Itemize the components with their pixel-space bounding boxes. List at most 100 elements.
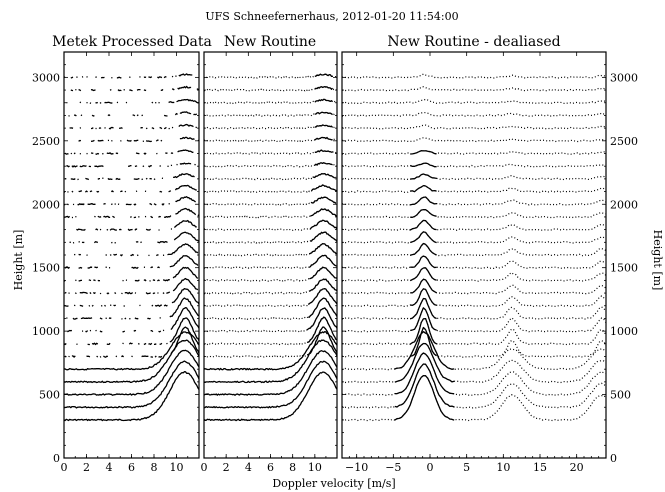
spectrum-line xyxy=(173,173,195,179)
spectrum-peak-line xyxy=(314,124,334,128)
spectrum-line xyxy=(95,228,99,231)
spectrum-line xyxy=(116,76,122,79)
spectrum-line xyxy=(134,279,140,282)
spectrum-line xyxy=(107,114,111,117)
spectrum-line xyxy=(99,317,103,320)
spectrum-peak-line xyxy=(410,288,437,306)
spectrum-line xyxy=(118,127,123,130)
spectrum-line xyxy=(171,88,175,91)
spectrum-line xyxy=(100,76,105,79)
spectrum-peak-line xyxy=(394,352,455,395)
spectrum-line xyxy=(131,355,133,358)
spectrum-line xyxy=(134,228,138,231)
y-tick-label: 0 xyxy=(610,452,617,465)
spectrum-peak-line xyxy=(410,173,437,180)
x-tick-label: 4 xyxy=(106,461,113,474)
spectrum-line xyxy=(203,297,338,320)
panel-1-title: Metek Processed Data xyxy=(52,34,212,50)
spectrum-line xyxy=(133,203,137,206)
spectrum-line xyxy=(87,266,93,269)
spectrum-line xyxy=(99,101,102,104)
spectrum-line xyxy=(136,254,139,257)
spectrum-line xyxy=(110,190,114,193)
spectrum-line xyxy=(66,165,70,168)
spectrum-line xyxy=(163,304,168,307)
spectrum-peak-line xyxy=(409,267,437,282)
spectrum-line xyxy=(112,215,115,219)
spectrum-line xyxy=(203,371,338,422)
spectrum-line xyxy=(203,242,338,257)
spectrum-peak-line xyxy=(314,136,333,141)
spectrum-line xyxy=(342,111,607,117)
y-tick-label: 3000 xyxy=(610,71,638,84)
spectrum-line xyxy=(170,307,200,331)
spectrum-line xyxy=(132,114,136,117)
spectrum-line xyxy=(87,203,96,206)
spectrum-line xyxy=(70,76,74,79)
spectrum-line xyxy=(97,139,104,142)
spectrum-line xyxy=(145,127,148,130)
spectrum-peak-line xyxy=(410,150,437,155)
spectrum-line xyxy=(78,266,83,269)
spectrum-peak-line xyxy=(309,254,338,268)
spectrum-peak-line xyxy=(310,184,337,192)
spectrum-line xyxy=(63,360,200,409)
spectrum-line xyxy=(341,173,607,181)
spectrum-line xyxy=(97,215,102,218)
spectrum-line xyxy=(175,207,197,216)
spectrum-line xyxy=(63,343,67,346)
spectrum-line xyxy=(170,326,200,355)
spectrum-line xyxy=(91,114,95,117)
spectrum-line xyxy=(203,208,338,219)
spectrum-line xyxy=(115,355,118,358)
panel-dealiased: −10 −5 0 5 10 15 20 0 500 1000 1500 2000 2500 3000 xyxy=(341,51,638,474)
spectrum-line xyxy=(76,228,86,231)
spectrum-line xyxy=(93,279,96,282)
spectrum-line xyxy=(151,127,155,130)
spectrum-line xyxy=(63,304,69,307)
spectrum-line xyxy=(126,139,132,142)
y-tick-label: 2500 xyxy=(32,135,60,148)
y-axis-label-right: Height [m] xyxy=(651,230,664,291)
spectrum-line xyxy=(341,363,607,409)
spectrum-line xyxy=(89,291,92,295)
spectrum-line xyxy=(145,140,152,143)
spectrum-line xyxy=(341,317,607,346)
y-tick-label: 500 xyxy=(39,389,60,402)
spectrum-peak-line xyxy=(410,297,437,320)
spectrum-line xyxy=(137,216,140,218)
spectrum-peak-line xyxy=(309,242,338,255)
spectrum-line xyxy=(341,73,607,79)
spectrum-line xyxy=(155,139,159,142)
spectrum-line xyxy=(73,152,76,155)
spectrum-line xyxy=(148,342,153,346)
spectrum-line xyxy=(131,266,139,269)
spectrum-line xyxy=(174,112,178,116)
spectrum-line xyxy=(157,266,160,269)
spectrum-line xyxy=(124,291,134,295)
spectrum-line xyxy=(168,101,175,104)
spectrum-line xyxy=(141,114,144,117)
spectrum-line xyxy=(127,164,132,168)
spectrum-line xyxy=(169,317,200,343)
spectrum-line xyxy=(136,114,139,117)
spectrum-line xyxy=(152,279,156,281)
spectrum-line xyxy=(64,355,67,358)
x-tick-label: 0 xyxy=(61,461,68,474)
spectrum-peak-line xyxy=(314,98,334,103)
x-tick-label: 6 xyxy=(128,461,135,474)
spectrum-line xyxy=(342,352,607,396)
spectrum-line xyxy=(141,178,144,181)
spectrum-line xyxy=(203,326,338,359)
spectrum-line xyxy=(111,241,113,244)
spectrum-line xyxy=(94,215,96,218)
spectrum-line xyxy=(341,267,607,282)
spectrum-line xyxy=(143,152,147,155)
spectrum-line xyxy=(145,292,151,295)
spectrum-line xyxy=(79,101,82,104)
spectrum-line xyxy=(341,196,607,206)
spectrum-line xyxy=(80,114,83,117)
spectrum-line xyxy=(160,139,163,142)
spectrum-line xyxy=(118,228,122,231)
